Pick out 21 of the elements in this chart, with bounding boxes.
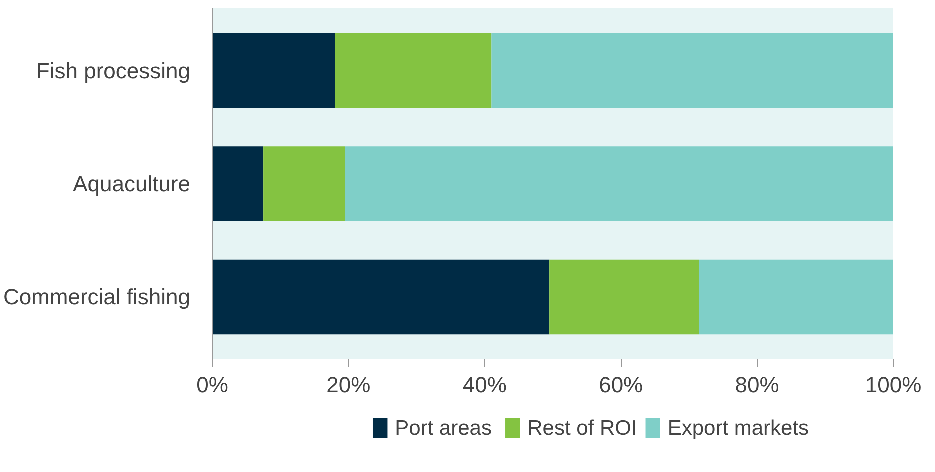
y-tick-label: Fish processing bbox=[36, 58, 191, 84]
bar bbox=[212, 260, 550, 335]
legend-label: Port areas bbox=[395, 417, 492, 440]
bar bbox=[345, 146, 894, 222]
bar bbox=[264, 146, 346, 222]
x-tick-label: 40% bbox=[462, 372, 507, 398]
bar bbox=[550, 260, 700, 335]
bar bbox=[212, 33, 336, 108]
x-tick-label: 0% bbox=[196, 372, 228, 398]
y-tick-label: Aquaculture bbox=[73, 172, 191, 196]
legend-label: Export markets bbox=[668, 417, 810, 440]
x-tick-label: 80% bbox=[735, 372, 780, 398]
bar bbox=[492, 33, 894, 108]
y-tick-label: Commercial fishing bbox=[3, 284, 191, 310]
x-tick-label: 100% bbox=[865, 372, 922, 398]
bar bbox=[699, 260, 894, 335]
legend-label: Rest of ROI bbox=[528, 417, 638, 440]
bar bbox=[335, 33, 492, 108]
x-tick-label: 60% bbox=[599, 372, 644, 398]
bar bbox=[212, 146, 264, 222]
x-tick-label: 20% bbox=[326, 372, 371, 398]
